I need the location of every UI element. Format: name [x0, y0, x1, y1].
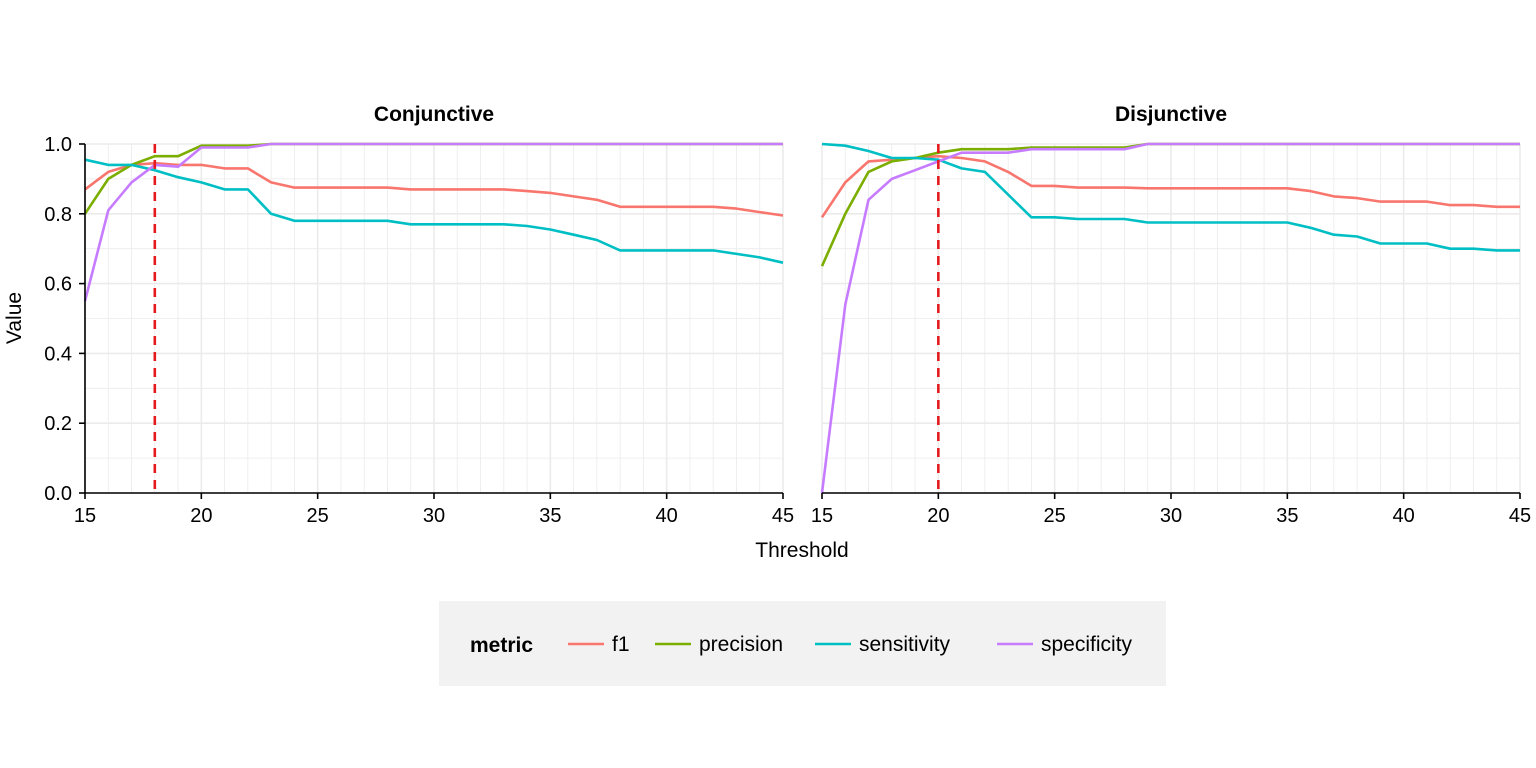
x-tick-label: 35 [539, 505, 561, 527]
series-line-sensitivity-conjunctive [84, 158, 784, 264]
x-tick-label: 45 [772, 505, 794, 527]
y-tick-label: 1.0 [44, 134, 72, 156]
panel-disjunctive: Disjunctive 15 20 25 30 35 40 45 [811, 103, 1531, 527]
legend-label-sensitivity: sensitivity [859, 633, 951, 656]
x-tick-label: 45 [1509, 505, 1531, 527]
series-line-f1-conjunctive [84, 161, 784, 217]
y-tick-label: 0.4 [44, 343, 72, 365]
legend: metric f1 precision sensitivity specificity [439, 601, 1166, 686]
legend-label-f1: f1 [612, 633, 630, 656]
legend-label-precision: precision [699, 633, 783, 656]
series-line-f1-disjunctive [820, 154, 1520, 219]
x-tick-label: 25 [1044, 505, 1066, 527]
y-tick-label: 0.8 [44, 204, 72, 226]
y-axis-title: Value [3, 292, 26, 344]
legend-title: metric [470, 634, 533, 657]
legend-label-specificity: specificity [1041, 633, 1133, 656]
y-tick-label: 0.0 [44, 483, 72, 505]
x-tick-label: 30 [1160, 505, 1182, 527]
x-tick-label: 40 [1393, 505, 1415, 527]
x-tick-label: 40 [656, 505, 678, 527]
x-tick-label: 25 [307, 505, 329, 527]
x-tick-label: 20 [927, 505, 949, 527]
panel-title-conjunctive: Conjunctive [374, 103, 494, 126]
panel-conjunctive: Conjunctive 15 20 25 30 35 40 45 0.0 0.2 0.4 0.6 0.8… [44, 103, 794, 527]
x-axis-title: Threshold [755, 539, 848, 562]
panels: Conjunctive 15 20 25 30 35 40 45 0.0 0.2 0.4 0.6 0.8… [44, 103, 1531, 527]
y-tick-label: 0.6 [44, 274, 72, 296]
x-tick-label: 35 [1276, 505, 1298, 527]
y-tick-label: 0.2 [44, 413, 72, 435]
legend-background [439, 601, 1166, 686]
panel-title-disjunctive: Disjunctive [1115, 103, 1227, 126]
x-tick-label: 15 [74, 505, 96, 527]
series-line-specificity-conjunctive [83, 142, 783, 302]
x-tick-label: 30 [423, 505, 445, 527]
x-tick-label: 15 [811, 505, 833, 527]
series-line-sensitivity-disjunctive [821, 142, 1520, 252]
x-tick-label: 20 [190, 505, 212, 527]
